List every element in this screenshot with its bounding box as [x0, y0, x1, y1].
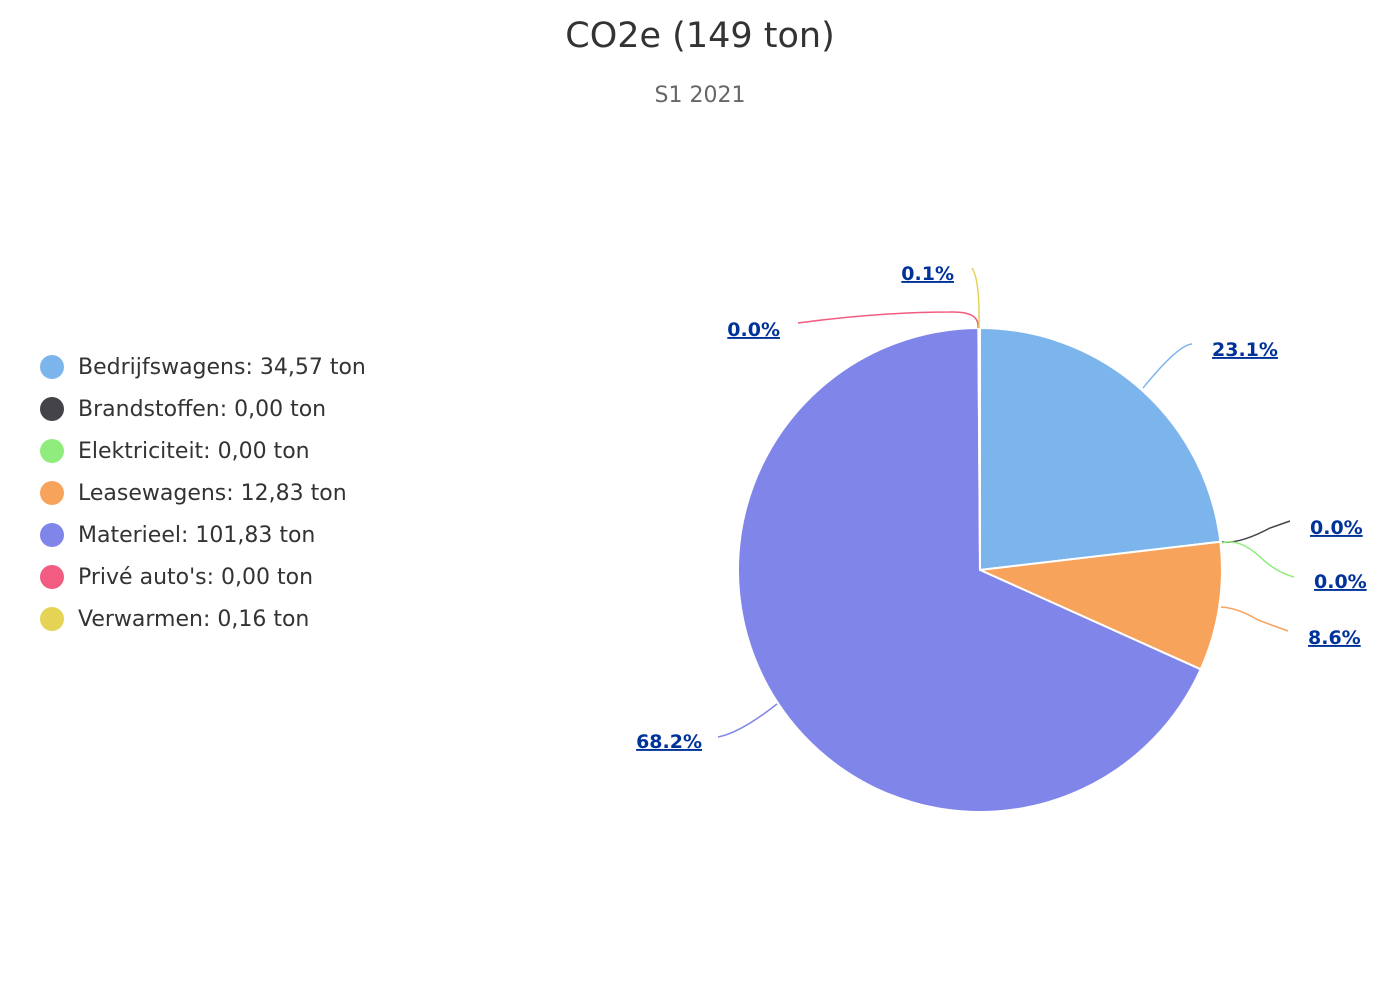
legend-marker — [40, 481, 64, 505]
legend-item-leasewagens[interactable]: Leasewagens: 12,83 ton — [40, 472, 366, 514]
legend-item-verwarmen[interactable]: Verwarmen: 0,16 ton — [40, 598, 366, 640]
chart-title: CO2e (149 ton) — [565, 16, 835, 56]
legend-label: Leasewagens: 12,83 ton — [78, 480, 347, 506]
data-labels: 23.1% 0.0% 0.0% 8.6% 68.2% 0.0% 0.1% — [636, 263, 1367, 753]
chart-legend: Bedrijfswagens: 34,57 ton Brandstoffen: … — [40, 346, 366, 640]
data-label-bedrijfswagens[interactable]: 23.1% — [1212, 339, 1278, 361]
legend-marker — [40, 607, 64, 631]
data-label-brandstoffen[interactable]: 0.0% — [1310, 517, 1363, 539]
connector-line-brandstoffen — [1221, 520, 1291, 543]
legend-item-bedrijfswagens[interactable]: Bedrijfswagens: 34,57 ton — [40, 346, 366, 388]
legend-marker — [40, 355, 64, 379]
legend-label: Brandstoffen: 0,00 ton — [78, 396, 327, 422]
label-connectors — [717, 267, 1295, 738]
chart-subtitle: S1 2021 — [654, 83, 746, 108]
connector-line-verwarmen — [971, 267, 980, 329]
pie-slice-materieel[interactable] — [737, 327, 1203, 813]
connector-line-prive-auto-s — [797, 311, 979, 329]
legend-marker — [40, 397, 64, 421]
data-label-leasewagens[interactable]: 8.6% — [1308, 627, 1361, 649]
legend-item-brandstoffen[interactable]: Brandstoffen: 0,00 ton — [40, 388, 366, 430]
legend-marker — [40, 565, 64, 589]
connector-line-leasewagens — [1220, 606, 1289, 632]
legend-label: Bedrijfswagens: 34,57 ton — [78, 354, 366, 380]
data-label-materieel[interactable]: 68.2% — [636, 731, 702, 753]
pie-slice-leasewagens[interactable] — [976, 540, 1223, 671]
legend-marker — [40, 439, 64, 463]
legend-marker — [40, 523, 64, 547]
legend-item-prive-autos[interactable]: Privé auto's: 0,00 ton — [40, 556, 366, 598]
legend-item-materieel[interactable]: Materieel: 101,83 ton — [40, 514, 366, 556]
connector-line-bedrijfswagens — [1142, 343, 1193, 389]
pie-slices — [737, 326, 1223, 813]
connector-line-materieel — [717, 703, 778, 738]
legend-label: Verwarmen: 0,16 ton — [78, 606, 310, 632]
data-label-prive-auto-s[interactable]: 0.0% — [727, 319, 780, 341]
legend-label: Privé auto's: 0,00 ton — [78, 564, 314, 590]
connector-line-elektriciteit — [1221, 541, 1295, 578]
legend-label: Materieel: 101,83 ton — [78, 522, 316, 548]
pie-slice-bedrijfswagens[interactable] — [979, 326, 1222, 572]
data-label-elektriciteit[interactable]: 0.0% — [1314, 571, 1367, 593]
legend-label: Elektriciteit: 0,00 ton — [78, 438, 310, 464]
data-label-verwarmen[interactable]: 0.1% — [901, 263, 954, 285]
legend-item-elektriciteit[interactable]: Elektriciteit: 0,00 ton — [40, 430, 366, 472]
